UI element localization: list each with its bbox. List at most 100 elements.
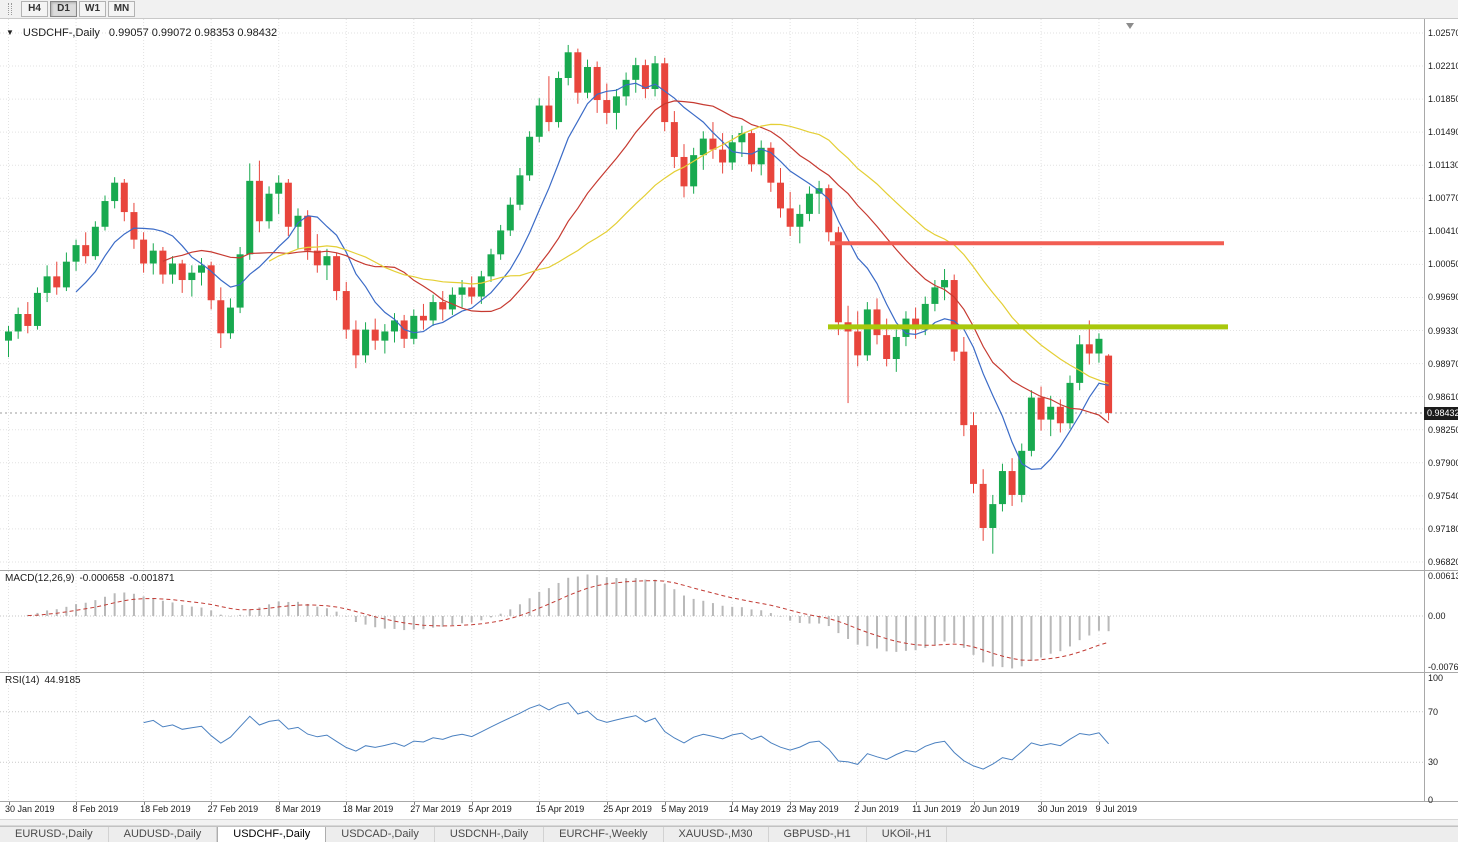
chart-tab-eurchf-weekly[interactable]: EURCHF-,Weekly [544, 827, 664, 842]
candle [1037, 386, 1045, 431]
rsi-panel-canvas[interactable] [0, 673, 1424, 801]
candle-body [506, 204, 514, 231]
candle [574, 48, 582, 104]
candle [477, 270, 485, 304]
candle [207, 261, 215, 310]
candle-body [632, 65, 640, 80]
chart-tab-ukoil-h1[interactable]: UKOil-,H1 [866, 827, 948, 842]
candle-body [101, 201, 109, 227]
collapse-triangle-icon[interactable]: ▼ [6, 28, 14, 37]
macd-histogram-bar [364, 616, 367, 625]
macd-axis-label: 0.00613 [1428, 571, 1458, 581]
candle [43, 265, 51, 303]
candle [651, 55, 659, 97]
timeframe-button-h4[interactable]: H4 [21, 1, 48, 17]
candle-body [497, 230, 505, 255]
macd-histogram-bar [1020, 616, 1023, 667]
candle-body [805, 193, 813, 214]
candle [777, 167, 784, 218]
chart-shift-marker-icon[interactable] [1126, 23, 1134, 29]
toolbar-grip[interactable] [8, 3, 12, 15]
candle-body [612, 96, 620, 113]
macd-histogram-bar [268, 604, 271, 616]
chart-tab-audusd-daily[interactable]: AUDUSD-,Daily [108, 827, 218, 842]
candle-body [989, 504, 997, 528]
candle [641, 59, 649, 99]
candle [805, 186, 813, 222]
chart-tab-usdchf-daily[interactable]: USDCHF-,Daily [217, 827, 327, 842]
candle-body [91, 226, 99, 257]
candle [612, 89, 620, 130]
macd-panel-separator[interactable] [0, 570, 1458, 571]
candle-body [458, 287, 466, 295]
main-chart-canvas[interactable] [0, 19, 1424, 570]
candle [487, 248, 495, 282]
macd-histogram-bar [943, 616, 946, 642]
macd-histogram-bar [818, 616, 821, 624]
rsi-indicator-label: RSI(14) 44.9185 [5, 675, 86, 686]
macd-histogram-bar [480, 616, 483, 621]
chart-tab-xauusd-m30[interactable]: XAUUSD-,M30 [663, 827, 769, 842]
candle-body [284, 182, 292, 227]
candle-body [1056, 406, 1064, 424]
candle [226, 298, 234, 339]
candle [400, 314, 408, 348]
macd-histogram-bar [287, 601, 290, 616]
candle [149, 243, 157, 275]
candle [246, 163, 254, 260]
candle-body [1105, 355, 1113, 414]
macd-histogram-bar [740, 607, 743, 616]
chart-tab-usdcad-daily[interactable]: USDCAD-,Daily [326, 827, 435, 842]
candle [738, 125, 746, 157]
chart-tab-usdcnh-daily[interactable]: USDCNH-,Daily [434, 827, 545, 842]
rsi-panel-separator[interactable] [0, 672, 1458, 673]
candle [391, 313, 398, 343]
macd-histogram-bar [837, 616, 840, 634]
candle [333, 252, 341, 301]
candle-body [72, 245, 80, 262]
candle [323, 248, 331, 281]
macd-panel-canvas[interactable] [0, 571, 1424, 672]
candle [140, 232, 148, 273]
candle-body [892, 336, 900, 360]
candle [699, 131, 707, 170]
macd-histogram-bar [663, 583, 666, 616]
candle [24, 302, 32, 334]
chart-tab-gbpusd-h1[interactable]: GBPUSD-,H1 [768, 827, 867, 842]
chart-tab-eurusd-daily[interactable]: EURUSD-,Daily [0, 827, 109, 842]
candle [188, 265, 196, 297]
candle [912, 307, 920, 339]
candle-body [584, 66, 591, 93]
candle-body [950, 280, 958, 352]
moving-average-line [268, 123, 1109, 384]
candle [516, 167, 524, 211]
price-axis-label: 0.98610 [1428, 391, 1458, 402]
candle [468, 276, 476, 304]
candle [728, 134, 736, 170]
date-tick-mark [413, 802, 415, 805]
candle [1027, 390, 1035, 457]
timeframe-button-mn[interactable]: MN [108, 1, 135, 17]
candle [275, 175, 283, 214]
macd-histogram-bar [181, 604, 184, 616]
candle-body [236, 254, 244, 308]
horizontal-scrollbar[interactable] [0, 819, 1458, 826]
candle-body [670, 122, 678, 157]
candle [82, 232, 90, 264]
rsi-value: 44.9185 [44, 675, 81, 686]
candle-body [62, 261, 70, 288]
candle-body [719, 149, 727, 163]
price-axis-label: 1.00410 [1428, 226, 1458, 237]
date-tick-mark [278, 802, 280, 805]
macd-histogram-bar [306, 603, 309, 616]
date-tick-mark [8, 802, 10, 805]
timeframe-toolbar: H4 D1 W1 MN [0, 0, 1458, 19]
candle-body [246, 180, 254, 255]
macd-histogram-bar [499, 613, 502, 616]
timeframe-button-w1[interactable]: W1 [79, 1, 106, 17]
timeframe-button-d1[interactable]: D1 [50, 1, 77, 17]
candle [217, 287, 225, 348]
candle [1105, 354, 1113, 421]
macd-histogram-bar [654, 579, 657, 616]
candle-body [149, 250, 157, 264]
